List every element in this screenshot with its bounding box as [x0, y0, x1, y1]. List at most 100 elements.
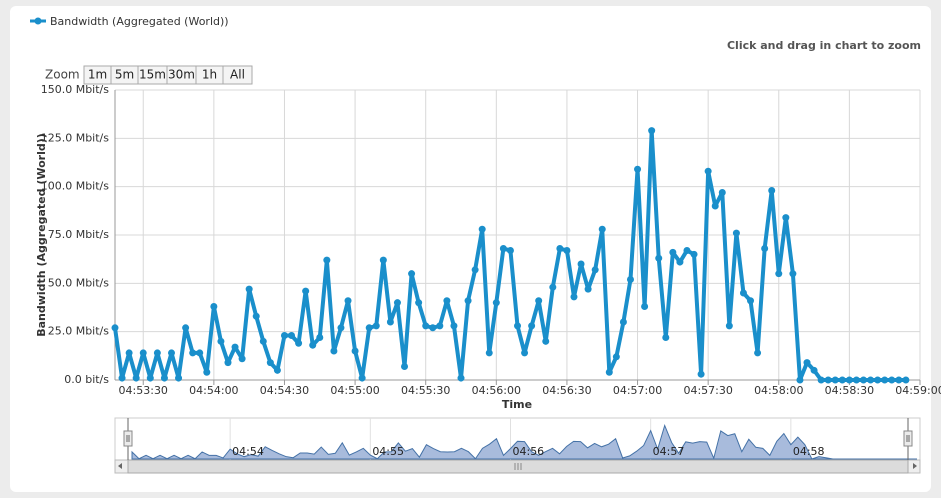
point	[238, 355, 246, 363]
point	[655, 254, 663, 262]
point	[379, 256, 387, 264]
point	[125, 349, 133, 357]
point	[175, 374, 183, 382]
point	[732, 229, 740, 237]
point	[626, 275, 634, 283]
point	[761, 245, 769, 253]
point	[584, 285, 592, 293]
point	[662, 333, 670, 341]
point	[612, 353, 620, 361]
point	[492, 299, 500, 307]
point	[845, 376, 853, 384]
point	[563, 246, 571, 254]
point	[273, 366, 281, 374]
point	[803, 359, 811, 367]
y-tick-label: 50.0 Mbit/s	[48, 276, 110, 289]
y-tick-label: 100.0 Mbit/s	[41, 180, 110, 193]
point	[739, 289, 747, 297]
navigator-handle[interactable]	[123, 430, 133, 447]
point	[605, 368, 613, 376]
point	[831, 376, 839, 384]
zoom-button-label[interactable]: 30m	[168, 68, 195, 82]
point	[789, 270, 797, 278]
point	[464, 297, 472, 305]
point	[351, 347, 359, 355]
x-tick-label: 04:57:00	[613, 384, 662, 397]
legend-label[interactable]: Bandwidth (Aggregated (World))	[50, 15, 229, 28]
point	[754, 349, 762, 357]
point	[189, 349, 197, 357]
zoom-button-label[interactable]: 15m	[139, 68, 166, 82]
point	[747, 297, 755, 305]
point	[690, 250, 698, 258]
point	[224, 359, 232, 367]
point	[316, 333, 324, 341]
point	[669, 248, 677, 256]
point	[881, 376, 889, 384]
x-tick-label: 04:57:30	[683, 384, 732, 397]
point	[182, 324, 190, 332]
navigator-tick-label: 04:54	[232, 445, 264, 458]
point	[542, 337, 550, 345]
point	[203, 368, 211, 376]
point	[372, 322, 380, 330]
x-tick-label: 04:59:00	[895, 384, 941, 397]
point	[697, 370, 705, 378]
point	[641, 303, 649, 311]
point	[450, 322, 458, 330]
point	[252, 312, 260, 320]
navigator-handle[interactable]	[903, 430, 913, 447]
point	[245, 285, 253, 293]
point	[457, 374, 465, 382]
point	[888, 376, 896, 384]
point	[718, 188, 726, 196]
y-tick-label: 125.0 Mbit/s	[41, 131, 110, 144]
navigator-handle-grip	[906, 435, 910, 442]
point	[895, 376, 903, 384]
y-axis-title: Bandwidth (Aggregated (World))	[35, 133, 48, 337]
point	[902, 376, 910, 384]
point	[302, 287, 310, 295]
zoom-button-label[interactable]: 1m	[88, 68, 107, 82]
point	[139, 349, 147, 357]
point	[422, 322, 430, 330]
point	[478, 225, 486, 233]
point	[415, 299, 423, 307]
x-tick-label: 04:56:00	[472, 384, 521, 397]
navigator-tick-label: 04:57	[653, 445, 685, 458]
zoom-button[interactable]	[222, 65, 253, 85]
point	[556, 245, 564, 253]
point	[852, 376, 860, 384]
point	[648, 127, 656, 135]
point	[796, 376, 804, 384]
point	[874, 376, 882, 384]
x-axis-title: Time	[502, 398, 532, 411]
point	[401, 362, 409, 370]
point	[676, 258, 684, 266]
navigator-area	[131, 423, 918, 460]
point	[337, 324, 345, 332]
point	[160, 374, 168, 382]
point	[634, 165, 642, 173]
point	[549, 283, 557, 291]
zoom-button-label[interactable]: 1h	[202, 68, 217, 82]
zoom-button-label[interactable]: 5m	[115, 68, 134, 82]
point	[344, 297, 352, 305]
zoom-button-label[interactable]: All	[230, 68, 245, 82]
point	[167, 349, 175, 357]
point	[860, 376, 868, 384]
x-tick-label: 04:55:00	[330, 384, 379, 397]
point	[443, 297, 451, 305]
point	[704, 167, 712, 175]
point	[266, 359, 274, 367]
point	[528, 322, 536, 330]
point	[393, 299, 401, 307]
point	[386, 318, 394, 326]
point	[365, 324, 373, 332]
point	[775, 270, 783, 278]
point	[429, 324, 437, 332]
point	[288, 332, 296, 340]
point	[570, 293, 578, 301]
point	[711, 202, 719, 210]
